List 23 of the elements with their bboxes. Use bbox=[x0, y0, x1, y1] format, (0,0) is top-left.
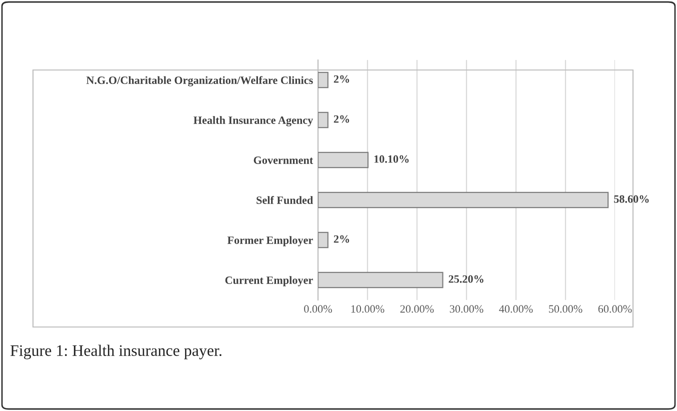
data-label: 2% bbox=[334, 75, 350, 83]
x-tick-label: 10.00% bbox=[351, 305, 384, 313]
bar bbox=[318, 72, 328, 88]
y-tick-label: Former Employer bbox=[227, 236, 313, 246]
y-tick-label: Government bbox=[254, 156, 314, 164]
y-tick-label: Self Funded bbox=[256, 196, 314, 204]
y-tick-label: Health Insurance Agency bbox=[194, 116, 314, 126]
data-label: 2% bbox=[334, 235, 350, 243]
x-tick-label: 30.00% bbox=[450, 305, 484, 313]
bar bbox=[318, 112, 328, 128]
y-tick-label: N.G.O/Charitable Organization/Welfare Clinics bbox=[86, 76, 313, 86]
x-tick-label: 0.00% bbox=[304, 305, 332, 313]
data-label: 25.20% bbox=[448, 275, 484, 283]
x-tick-label: 40.00% bbox=[499, 305, 533, 313]
data-label: 58.60% bbox=[614, 195, 649, 203]
data-label: 10.10% bbox=[374, 155, 409, 163]
x-tick-label: 60.00% bbox=[598, 305, 632, 313]
bar bbox=[318, 232, 328, 248]
caption: Figure 1: Health insurance payer. bbox=[10, 344, 222, 360]
x-tick-label: 20.00% bbox=[400, 305, 434, 313]
data-label: 2% bbox=[334, 115, 350, 123]
y-tick-label: Current Employer bbox=[225, 276, 313, 286]
x-tick-label: 50.00% bbox=[549, 305, 582, 313]
